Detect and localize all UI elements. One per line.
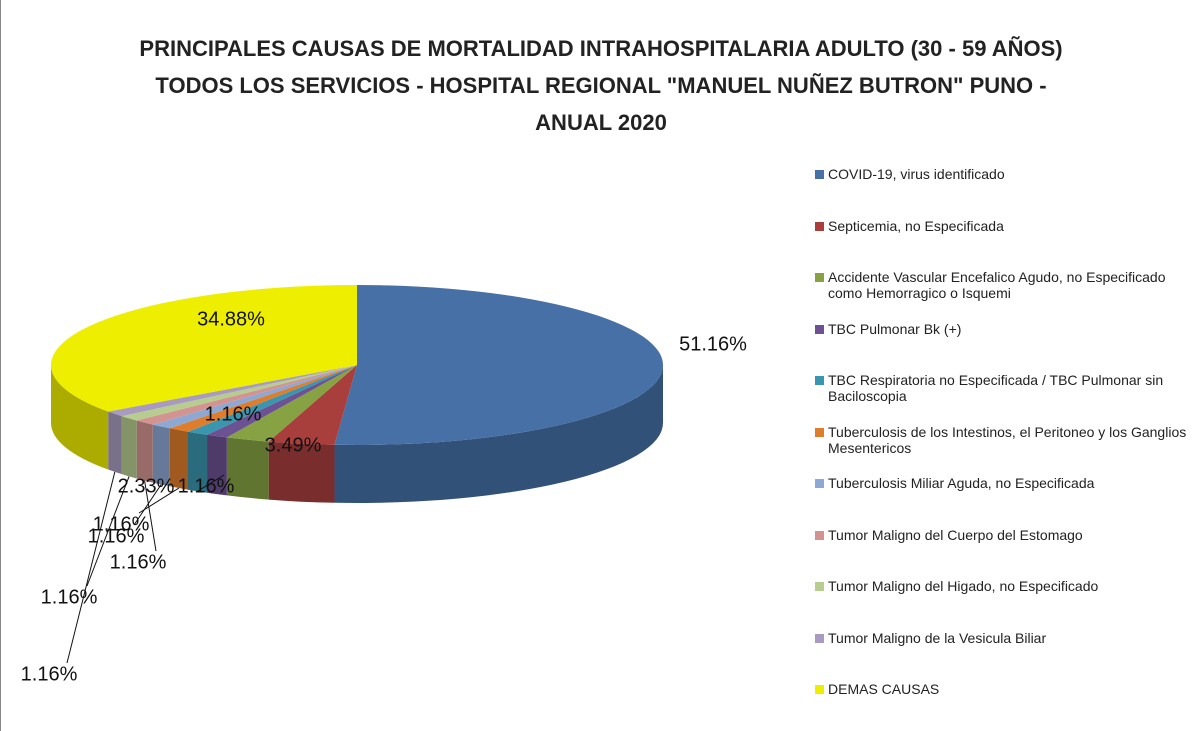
legend-label: Tuberculosis Miliar Aguda, no Especifica… <box>828 475 1095 491</box>
leader-line <box>144 480 157 552</box>
plot: 51.16%3.49%2.33%1.16%1.16%1.16%1.16%1.16… <box>21 285 747 685</box>
data-label: 1.16% <box>41 586 98 608</box>
legend-label: Tumor Maligno de la Vesicula Biliar <box>828 629 1047 646</box>
legend-item: COVID-19, virus identificado <box>815 166 1200 218</box>
legend-item: Tumor Maligno del Cuerpo del Estomago <box>815 527 1200 579</box>
legend-item: DEMAS CAUSAS <box>815 681 1200 731</box>
slice <box>121 365 358 421</box>
slice <box>51 285 358 412</box>
slice-side <box>136 420 153 483</box>
legend-label: Tumor Maligno del Higado, no Especificad… <box>828 578 1099 594</box>
legend-item: Septicemia, no Especificada <box>815 218 1200 270</box>
slice-side <box>268 441 335 503</box>
chart-title: PRINCIPALES CAUSAS DE MORTALIDAD INTRAHO… <box>139 36 1063 135</box>
data-label: 34.88% <box>197 308 265 330</box>
slice <box>207 365 357 438</box>
legend-label: TBC Pulmonar Bk (+) <box>828 320 962 337</box>
data-label: 1.16% <box>21 663 78 685</box>
leader-line <box>197 474 225 492</box>
legend-item: Tumor Maligno de la Vesicula Biliar <box>815 630 1200 682</box>
data-label: 1.16% <box>205 403 262 425</box>
legend-swatch <box>815 376 824 385</box>
legend: COVID-19, virus identificado Septicemia, … <box>815 166 1200 731</box>
slice <box>152 365 357 429</box>
legend-label: COVID-19, virus identificado <box>828 166 1005 182</box>
slice-side <box>226 437 269 500</box>
data-label: 51.16% <box>679 333 747 355</box>
slice <box>169 365 357 432</box>
legend-item: Accidente Vascular Encefalico Agudo, no … <box>815 269 1200 321</box>
legend-swatch <box>815 324 824 334</box>
legend-swatch <box>815 427 824 437</box>
slice <box>226 365 357 442</box>
legend-label: Septicemia, no Especificada <box>828 217 1004 234</box>
legend-item: Tuberculosis Miliar Aguda, no Especifica… <box>815 475 1200 527</box>
data-label: 3.49% <box>265 434 322 456</box>
slice-side <box>169 428 189 490</box>
legend-label: Accidente Vascular Encefalico Agudo, no … <box>828 269 1166 301</box>
leader-line <box>133 484 162 526</box>
legend-swatch <box>815 273 824 282</box>
legend-swatch <box>815 633 824 643</box>
data-label: 1.16% <box>88 525 145 547</box>
legend-label: TBC Respiratoria no Especificada / TBC P… <box>828 372 1164 404</box>
leader-line <box>66 471 116 664</box>
legend-label: Tumor Maligno del Cuerpo del Estomago <box>828 526 1083 543</box>
legend-swatch <box>815 479 824 488</box>
slice-side <box>152 424 170 487</box>
legend-item: TBC Respiratoria no Especificada / TBC P… <box>815 372 1200 424</box>
leader-line <box>86 476 130 587</box>
slice-side <box>121 416 137 479</box>
legend-label: Tuberculosis de los Intestinos, el Perit… <box>828 423 1187 456</box>
slice-side <box>188 431 208 493</box>
legend-item: TBC Pulmonar Bk (+) <box>815 321 1200 373</box>
slice-side <box>334 365 663 503</box>
data-label: 1.16% <box>178 475 235 497</box>
legend-swatch <box>815 685 824 694</box>
slice <box>108 365 358 417</box>
data-label: 2.33% <box>118 475 175 497</box>
data-label: 1.16% <box>110 551 167 573</box>
slice-side <box>108 411 122 475</box>
slice-side <box>207 434 227 496</box>
data-label: 1.16% <box>93 513 150 535</box>
legend-swatch <box>815 582 824 591</box>
legend-swatch <box>815 170 824 179</box>
slice <box>188 365 357 435</box>
slice <box>136 365 357 425</box>
legend-swatch <box>815 221 824 231</box>
legend-label: DEMAS CAUSAS <box>828 681 940 697</box>
slice <box>334 285 663 446</box>
slice-side <box>51 365 109 470</box>
leader-line <box>138 487 180 514</box>
slice <box>268 365 357 445</box>
legend-item: Tumor Maligno del Higado, no Especificad… <box>815 578 1200 630</box>
legend-item: Tuberculosis de los Intestinos, el Perit… <box>815 424 1200 476</box>
legend-swatch <box>815 530 824 540</box>
